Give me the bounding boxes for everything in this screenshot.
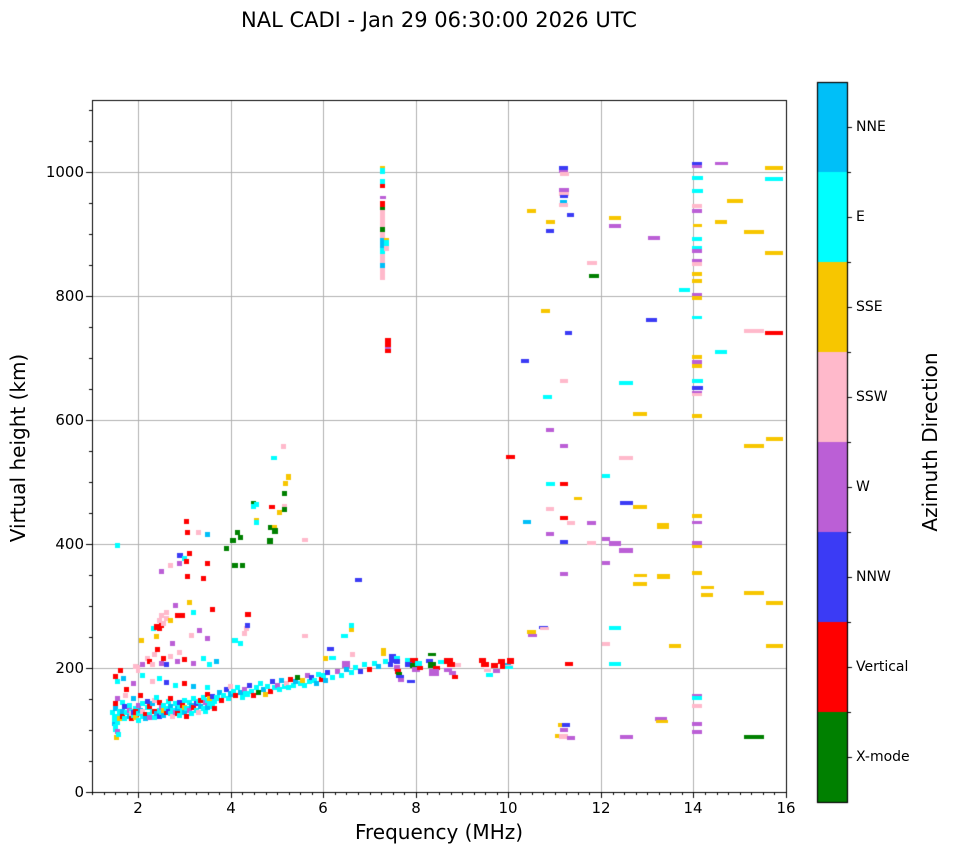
x-tick-label: 16 [776,799,796,817]
x-tick-label: 2 [133,799,143,817]
chart-title: NAL CADI - Jan 29 06:30:00 2026 UTC [241,8,637,32]
x-tick-label: 6 [318,799,328,817]
y-tick-label: 600 [55,411,84,429]
colorbar-tick-label: X-mode [856,749,910,765]
y-tick-label: 0 [74,783,84,801]
colorbar-tick-label: E [856,209,865,225]
colorbar-tick-label: SSE [856,299,883,315]
x-tick-label: 10 [498,799,518,817]
x-axis-label: Frequency (MHz) [354,820,524,844]
colorbar-tick-label: SSW [856,389,888,405]
y-tick-label: 400 [55,535,84,553]
x-tick-label: 8 [411,799,421,817]
y-tick-label: 800 [55,287,84,305]
colorbar-tick-label: Vertical [856,659,909,675]
y-tick-label: 200 [55,659,84,677]
colorbar-tick-label: NNW [856,569,891,585]
x-tick-label: 14 [683,799,703,817]
y-tick-label: 1000 [45,163,84,181]
x-tick-label: 12 [591,799,611,817]
x-tick-label: 4 [226,799,236,817]
colorbar-label: Azimuth Direction [918,352,942,532]
colorbar-tick-label: NNE [856,119,886,135]
colorbar-tick-label: W [856,479,870,495]
